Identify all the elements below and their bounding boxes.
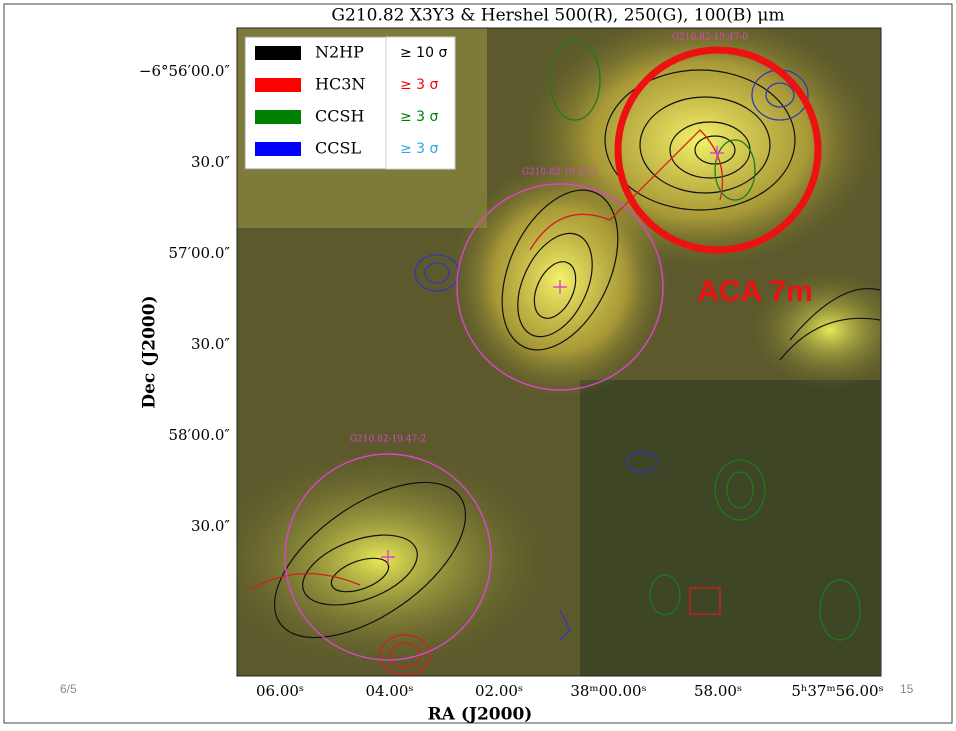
x-tick-label: 58.00ˢ [694,682,742,700]
footer-date: 6/5 [60,682,77,696]
y-tick-label: 30.0″ [191,153,230,171]
legend-threshold: ≥ 3 σ [400,141,439,157]
figure-title: G210.82 X3Y3 & Hershel 500(R), 250(G), 1… [331,6,784,26]
y-tick-label: −6°56′00.0″ [139,62,231,80]
legend-swatch [255,110,301,124]
legend-name: HC3N [315,75,365,94]
legend-swatch [255,78,301,92]
legend-name: CCSH [315,107,364,126]
source-label: G210.82-19.47-0 [672,33,749,43]
y-axis-label: Dec (J2000) [140,295,160,408]
legend-swatch [255,142,301,156]
source-label: G210.82-19.47-2 [350,435,426,445]
x-tick-label: 04.00ˢ [366,682,414,700]
y-tick-label: 57′00.0″ [169,244,231,262]
y-tick-label: 30.0″ [191,335,230,353]
x-tick-label: 38ᵐ00.00ˢ [570,682,646,700]
x-tick-label: 06.00ˢ [256,682,304,700]
legend-name: CCSL [315,139,361,158]
x-tick-label: 02.00ˢ [475,682,523,700]
legend-swatch [255,46,301,60]
x-axis-label: RA (J2000) [428,705,533,725]
x-tick-label: 5ʰ37ᵐ56.00ˢ [791,682,883,700]
annotation: ACA 7m [697,275,813,308]
legend-threshold: ≥ 10 σ [400,45,447,61]
legend: N2HP ≥ 10 σ HC3N ≥ 3 σ CCSH ≥ 3 σ CCSL ≥ 3 σ [245,37,455,169]
source-label: G210.82-19.47-1 [522,168,598,178]
y-tick-label: 30.0″ [191,517,230,535]
y-tick-label: 58′00.0″ [169,426,231,444]
legend-name: N2HP [315,43,364,62]
page-number: 15 [900,682,914,696]
slide: G210.82-19.47-1 G210.82-19.47-2 G210.82-… [0,0,956,727]
legend-threshold: ≥ 3 σ [400,109,439,125]
legend-threshold: ≥ 3 σ [400,77,439,93]
